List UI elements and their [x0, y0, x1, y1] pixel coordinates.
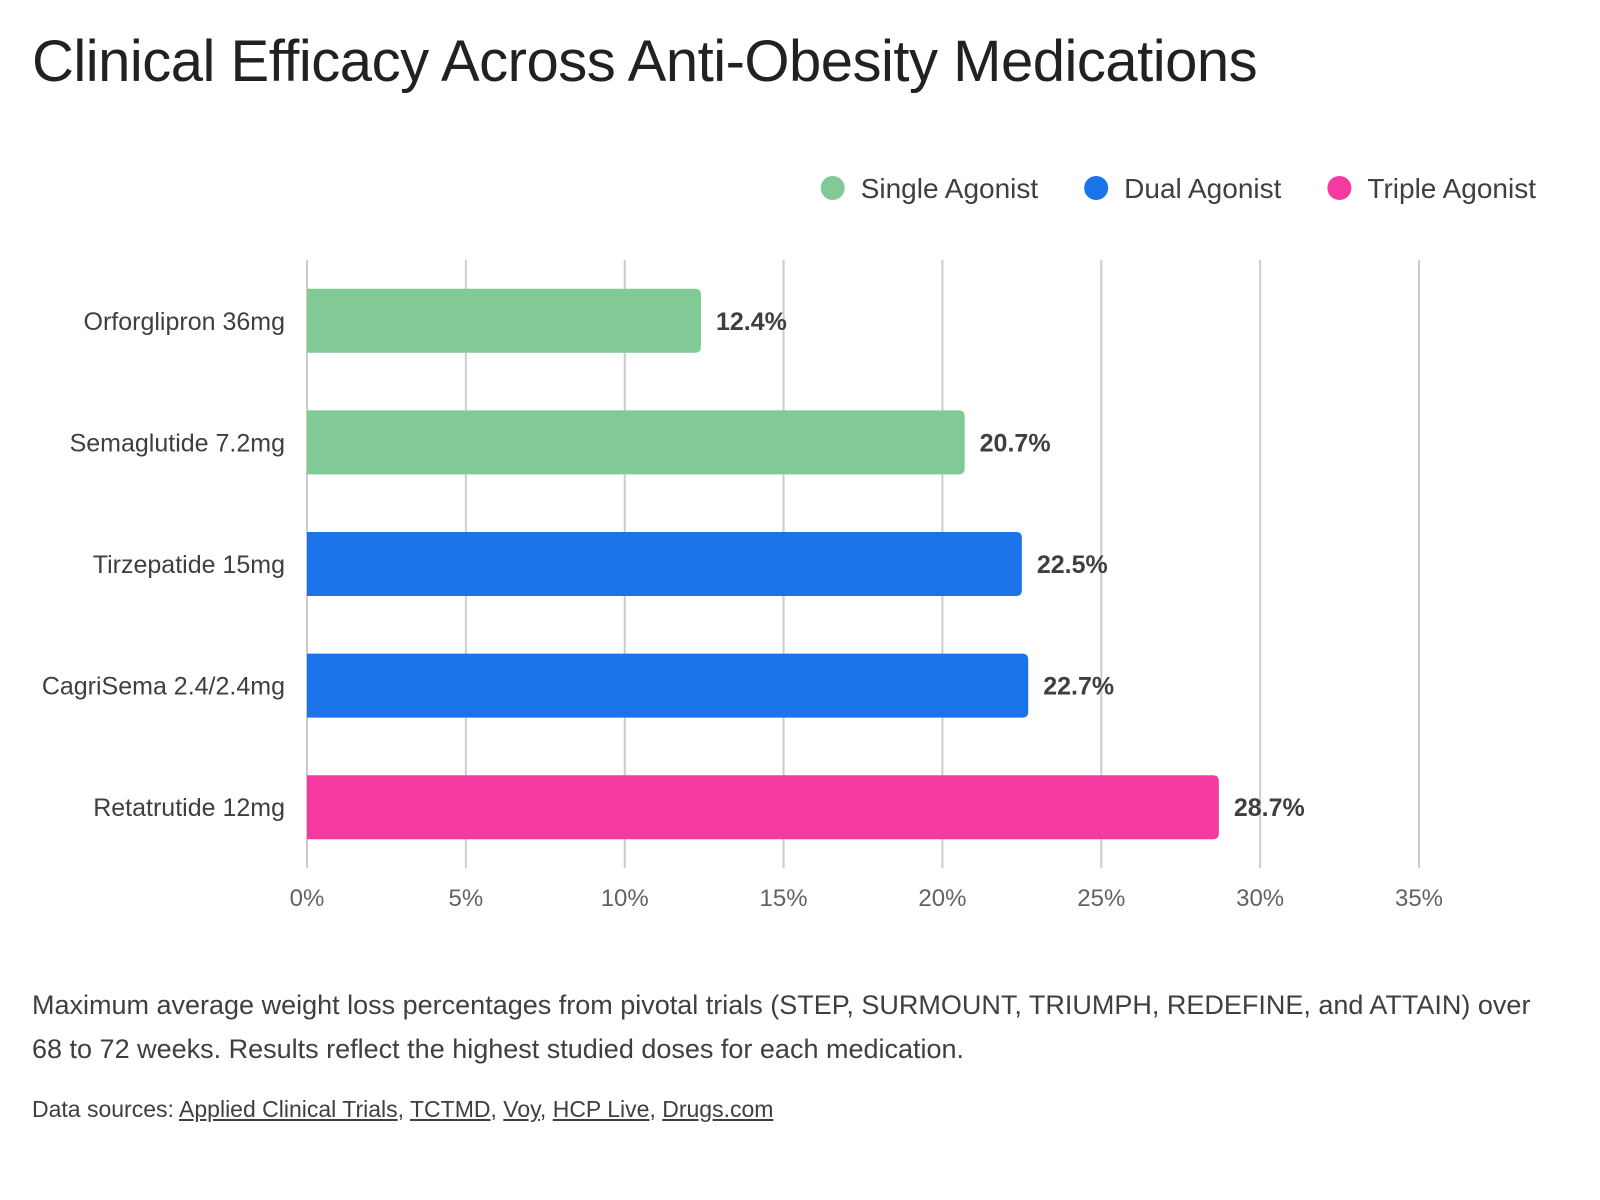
bar-cagrisema-2-4-2-4mg[interactable]: [307, 653, 1029, 718]
legend-label-dual-agonist[interactable]: Dual Agonist: [1124, 173, 1281, 204]
value-label: 22.5%: [1037, 551, 1108, 579]
x-tick-label: 0%: [290, 885, 325, 912]
data-sources: Data sources: Applied Clinical Trials, T…: [32, 1096, 773, 1123]
chart-x-tick-labels: 0% 5% 10% 15% 20% 25% 30% 35%: [290, 885, 1443, 912]
chart-title: Clinical Efficacy Across Anti-Obesity Me…: [32, 29, 1258, 94]
data-source-links: Applied Clinical Trials, TCTMD, Voy, HCP…: [179, 1096, 774, 1122]
source-link-hcp-live[interactable]: HCP Live: [552, 1096, 650, 1122]
category-label: Semaglutide 7.2mg: [70, 429, 285, 457]
data-sources-label: Data sources:: [32, 1096, 174, 1122]
legend-marker-triple-agonist: [1327, 176, 1352, 200]
source-link-drugs-com[interactable]: Drugs.com: [662, 1096, 774, 1122]
bar-semaglutide-7-2mg[interactable]: [307, 410, 965, 475]
x-tick-label: 35%: [1395, 885, 1443, 912]
chart-svg: Single Agonist Dual Agonist Triple Agonist…: [42, 173, 1536, 912]
category-label: CagriSema 2.4/2.4mg: [42, 673, 285, 701]
chart-category-labels: Orforglipron 36mg Semaglutide 7.2mg Tirzep…: [42, 308, 285, 822]
bar-tirzepatide-15mg[interactable]: [307, 532, 1022, 596]
x-tick-label: 5%: [449, 885, 484, 912]
legend-label-single-agonist[interactable]: Single Agonist: [861, 173, 1039, 204]
category-label: Orforglipron 36mg: [84, 308, 285, 336]
category-label: Retatrutide 12mg: [93, 794, 285, 822]
x-tick-label: 15%: [760, 885, 808, 912]
source-link-applied-clinical-trials[interactable]: Applied Clinical Trials: [179, 1096, 398, 1122]
x-tick-label: 30%: [1236, 885, 1284, 912]
x-tick-label: 25%: [1077, 885, 1125, 912]
value-label: 22.7%: [1043, 673, 1114, 701]
chart-legend: Single Agonist Dual Agonist Triple Agonist: [820, 173, 1536, 204]
chart-caption: Maximum average weight loss percentages …: [32, 990, 1531, 1064]
legend-marker-dual-agonist: [1084, 176, 1109, 200]
source-link-tctmd[interactable]: TCTMD: [410, 1096, 491, 1122]
legend-label-triple-agonist[interactable]: Triple Agonist: [1367, 173, 1536, 204]
value-label: 12.4%: [716, 308, 787, 336]
source-link-voy[interactable]: Voy: [503, 1096, 540, 1122]
x-tick-label: 10%: [601, 885, 649, 912]
x-tick-label: 20%: [918, 885, 966, 912]
chart-bars: [307, 288, 1219, 840]
value-label: 20.7%: [980, 429, 1051, 457]
category-label: Tirzepatide 15mg: [93, 551, 285, 579]
bar-retatrutide-12mg[interactable]: [307, 775, 1219, 840]
legend-marker-single-agonist: [820, 176, 845, 200]
value-label: 28.7%: [1234, 794, 1305, 822]
chart-value-labels: 12.4% 20.7% 22.5% 22.7% 28.7%: [716, 308, 1305, 822]
bar-orforglipron-36mg[interactable]: [307, 288, 701, 353]
